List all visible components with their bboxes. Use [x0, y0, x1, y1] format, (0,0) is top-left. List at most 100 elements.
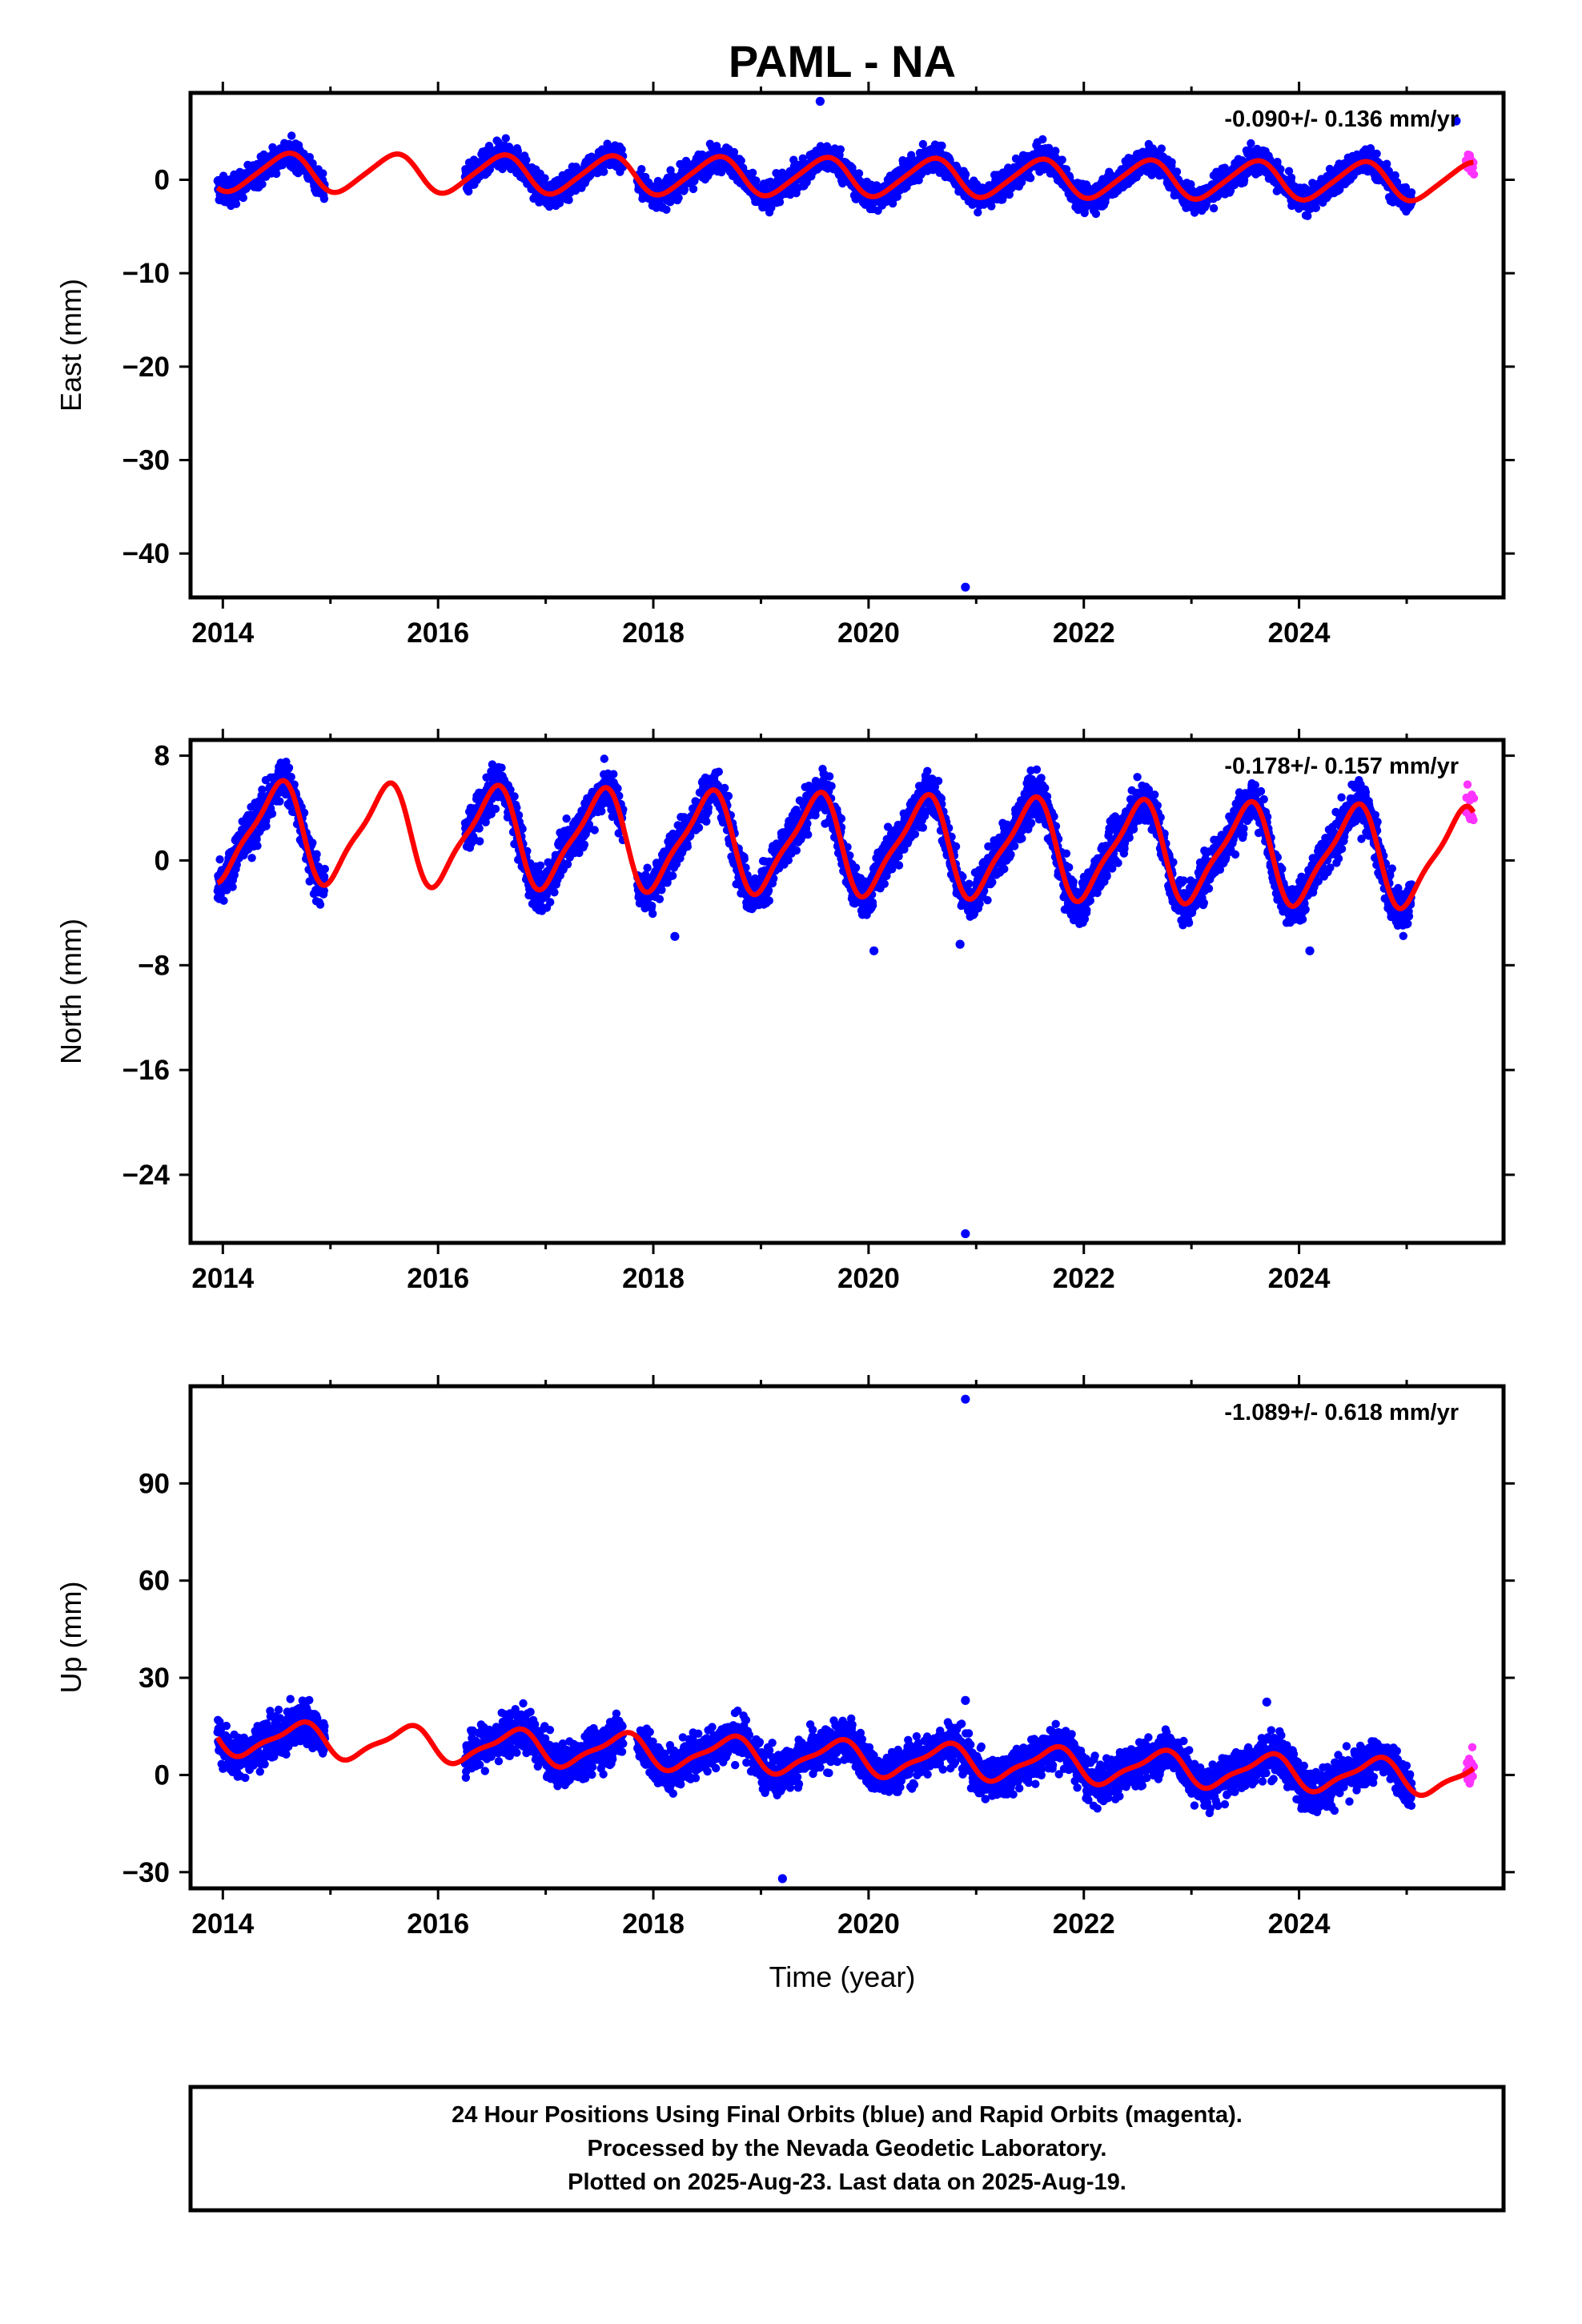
final-point — [1284, 167, 1294, 175]
final-point — [262, 822, 271, 830]
final-point — [961, 170, 970, 179]
y-tick-label: −20 — [122, 352, 170, 383]
final-point — [1172, 167, 1182, 176]
final-point — [253, 842, 262, 850]
final-point — [319, 169, 327, 178]
final-point — [476, 837, 484, 846]
final-point — [540, 174, 549, 183]
final-point — [252, 835, 261, 844]
final-point — [1038, 135, 1047, 144]
final-point — [550, 888, 559, 897]
final-point — [712, 142, 721, 151]
north-plot-area — [213, 754, 1479, 1239]
rapid-point — [1469, 170, 1479, 179]
final-point — [497, 763, 506, 772]
final-point — [1383, 159, 1391, 168]
east-y-axis-label: East (mm) — [54, 279, 87, 412]
final-point — [275, 797, 284, 806]
final-point — [1017, 178, 1026, 187]
x-tick-label: 2020 — [837, 617, 900, 649]
final-point — [600, 167, 608, 176]
east-panel: 2014 2016 2018 2020 2022 20240−10−20−30−40Eas… — [54, 82, 1515, 649]
final-point — [319, 195, 329, 203]
final-point — [315, 900, 325, 909]
final-point — [767, 203, 776, 212]
final-point — [287, 773, 295, 782]
x-tick-label: 2024 — [1268, 617, 1331, 649]
final-point — [1051, 147, 1060, 155]
final-point — [284, 763, 294, 772]
y-tick-label: −30 — [122, 445, 170, 476]
x-tick-label: 2018 — [622, 617, 685, 649]
final-point — [564, 195, 573, 204]
final-point — [231, 199, 241, 208]
final-point — [752, 176, 761, 185]
final-point — [481, 818, 490, 826]
final-point — [674, 193, 683, 203]
east-model-curve — [215, 151, 1476, 204]
figure-title: PAML - NA — [729, 36, 956, 86]
final-point — [536, 861, 545, 870]
final-point — [974, 208, 982, 217]
final-point — [1247, 139, 1255, 148]
final-point — [637, 165, 646, 174]
final-point — [1273, 158, 1282, 167]
final-point — [918, 139, 928, 149]
final-point — [737, 156, 745, 165]
final-point — [546, 898, 555, 907]
final-point — [239, 193, 247, 203]
final-point — [1058, 155, 1066, 164]
final-point — [464, 187, 473, 196]
final-point — [513, 147, 522, 155]
final-point — [836, 145, 845, 154]
final-point — [1276, 165, 1285, 174]
east-plot-area — [213, 96, 1479, 592]
final-point — [1287, 173, 1296, 183]
final-point — [491, 804, 500, 814]
final-point — [475, 824, 484, 833]
final-point — [501, 134, 510, 143]
outlier-point — [1452, 116, 1461, 126]
final-point — [893, 192, 902, 201]
final-point — [1209, 203, 1219, 213]
y-tick-label: −40 — [122, 538, 170, 569]
final-point — [662, 205, 671, 214]
final-point — [228, 883, 237, 891]
final-point — [775, 198, 785, 207]
final-point — [938, 141, 946, 151]
final-point — [1186, 180, 1195, 189]
final-point — [267, 809, 277, 818]
east-frame — [188, 90, 1506, 600]
final-point — [1391, 171, 1399, 180]
final-point — [666, 166, 675, 175]
final-point — [312, 850, 321, 858]
final-point — [1026, 174, 1035, 183]
x-tick-label: 2022 — [1053, 617, 1115, 649]
final-point — [1167, 158, 1176, 167]
final-point — [1157, 144, 1166, 153]
final-point — [1303, 211, 1312, 220]
final-point — [772, 169, 781, 178]
x-tick-label: 2014 — [191, 617, 254, 649]
final-point — [319, 887, 328, 895]
final-point — [1372, 149, 1381, 159]
final-point — [258, 785, 267, 794]
final-point — [617, 145, 626, 154]
north-panel: 2014 2016 2018 2020 2022 202480−8−16−24North … — [54, 729, 1515, 1294]
final-point — [854, 169, 864, 178]
final-point — [1407, 188, 1416, 197]
final-point — [287, 131, 296, 140]
final-point — [215, 855, 224, 864]
y-tick-label: −10 — [122, 258, 170, 289]
outlier-point — [961, 582, 970, 592]
final-point — [562, 814, 571, 823]
final-point — [232, 860, 241, 869]
east-rate-label: -0.090+/- 0.136 mm/yr — [1224, 107, 1459, 132]
final-point — [748, 168, 757, 177]
final-point — [1062, 165, 1071, 174]
final-point — [522, 155, 531, 164]
final-point — [689, 184, 698, 194]
final-point — [510, 792, 519, 801]
final-point — [272, 169, 281, 179]
